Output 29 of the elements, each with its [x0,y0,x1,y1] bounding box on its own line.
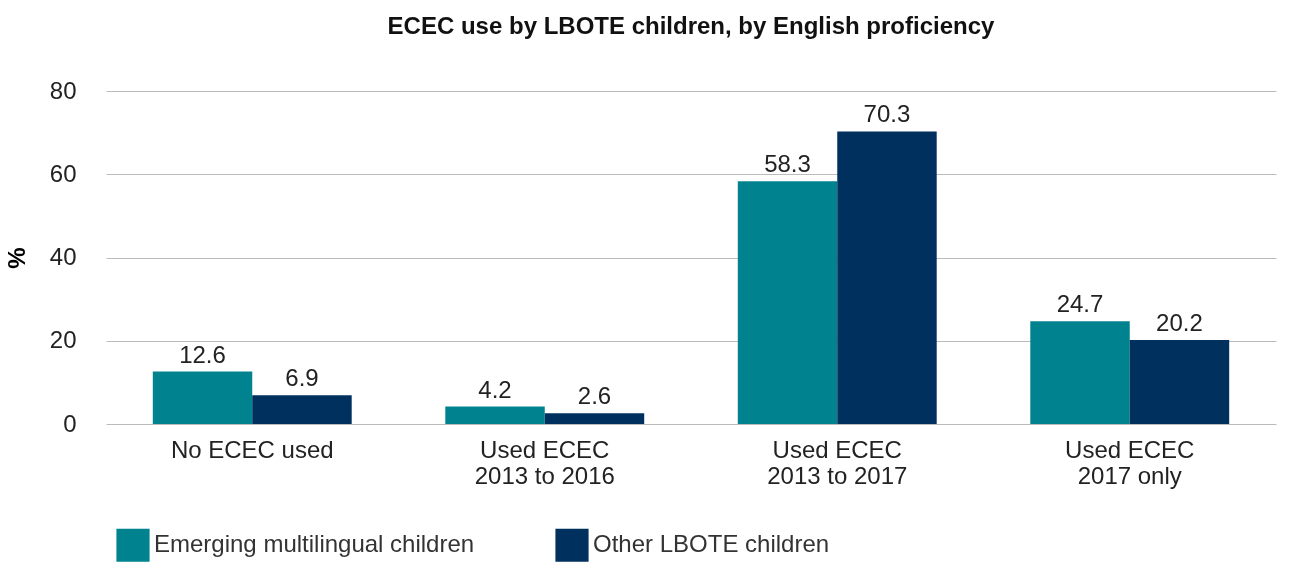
data-label: 12.6 [179,340,226,368]
y-tick-label: 80 [49,76,77,104]
bar [152,371,253,424]
y-tick-label: 60 [49,159,77,187]
bar [252,395,352,424]
bar [1030,321,1130,424]
x-tick-label: Used ECEC 2013 to 2017 [767,435,908,489]
y-axis-title: % [2,247,30,269]
data-label: 70.3 [863,100,911,128]
y-tick-label: 0 [63,409,77,437]
data-label: 20.2 [1156,308,1203,336]
x-tick-label: Used ECEC 2013 to 2016 [474,435,615,489]
y-tick-label: 40 [49,243,77,270]
legend-label: Other LBOTE children [593,530,830,558]
bar [737,181,838,424]
bar [544,413,645,424]
bar [837,131,937,424]
bar [445,406,545,424]
data-label: 58.3 [764,150,811,178]
data-label: 24.7 [1056,290,1104,318]
y-tick-label: 20 [49,326,77,354]
data-label: 4.2 [478,375,512,403]
bar [1129,339,1230,424]
data-label: 2.6 [577,382,612,410]
data-label: 6.9 [285,364,319,392]
legend-label: Emerging multilingual children [154,530,475,558]
x-tick-label: Used ECEC 2017 only [1065,435,1195,489]
x-tick-label: No ECEC used [170,435,334,463]
chart-title: ECEC use by LBOTE children, by English proficiency [387,12,996,39]
